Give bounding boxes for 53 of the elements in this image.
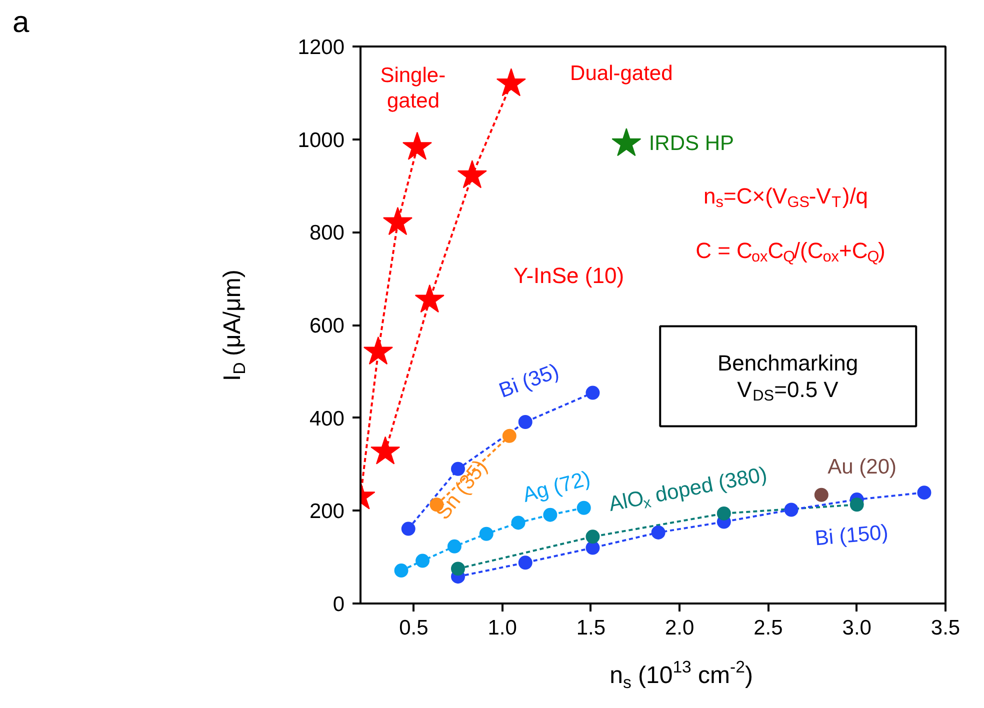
- point: [716, 506, 731, 520]
- point: [363, 336, 393, 365]
- y-tick-label: 1000: [298, 128, 344, 152]
- x-tick-label: 1.0: [488, 616, 517, 640]
- point: [511, 516, 526, 530]
- point: [814, 488, 828, 502]
- text: AlOx doped (380): [606, 462, 769, 516]
- y-tick-label: 200: [309, 500, 345, 524]
- text: Ag (72): [520, 466, 593, 507]
- x-tick-label: 1.5: [576, 616, 606, 640]
- point: [576, 500, 591, 515]
- point: [502, 428, 516, 443]
- x-tick-label: 3.0: [842, 616, 872, 640]
- point: [850, 498, 864, 512]
- point: [586, 386, 600, 400]
- point: [586, 530, 600, 544]
- y-tick-label: 1200: [298, 36, 344, 59]
- y-tick-label: 600: [309, 314, 345, 338]
- series-label: Single- gated: [380, 64, 446, 112]
- text: a: [12, 6, 30, 39]
- y-tick-label: 0: [332, 593, 345, 616]
- point: [370, 436, 400, 464]
- y-tick-label: 800: [309, 222, 345, 245]
- y-axis-title: ID (μA/μm): [219, 270, 250, 382]
- x-tick-label: 3.5: [930, 616, 960, 640]
- series-label: IRDS HP: [648, 132, 734, 156]
- point: [447, 539, 462, 554]
- point: [612, 128, 642, 156]
- point: [414, 284, 444, 313]
- point: [394, 564, 408, 578]
- annotation: Y-InSe (10): [514, 262, 624, 288]
- point: [401, 522, 416, 536]
- text: Bi (35): [496, 360, 562, 403]
- point: [402, 132, 432, 160]
- x-tick-label: 2.5: [754, 616, 783, 640]
- point: [496, 68, 526, 96]
- point: [518, 556, 532, 570]
- point: [451, 562, 465, 576]
- series-label: Au (20): [828, 455, 897, 478]
- point: [543, 508, 558, 522]
- point: [382, 206, 412, 236]
- point: [479, 526, 494, 541]
- point: [917, 486, 932, 500]
- point: [457, 160, 487, 188]
- point: [416, 554, 430, 568]
- series-label: Bi (150): [814, 520, 890, 550]
- y-tick-label: 400: [309, 407, 345, 430]
- x-tick-label: 2.0: [664, 616, 694, 640]
- x-tick-label: 0.5: [399, 616, 428, 640]
- text: Dual-gated: [570, 62, 673, 86]
- point: [784, 502, 798, 517]
- point: [651, 525, 666, 540]
- point: [518, 415, 532, 429]
